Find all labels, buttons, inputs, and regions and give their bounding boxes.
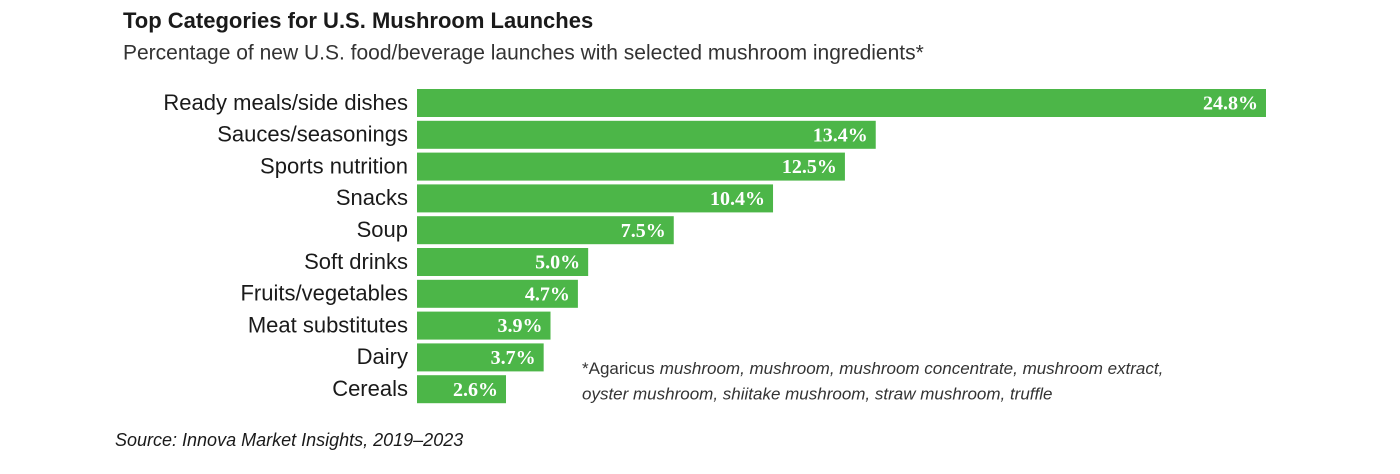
- bar: [417, 311, 551, 340]
- value-label: 12.5%: [782, 156, 837, 178]
- category-label: Snacks: [336, 185, 408, 210]
- footnote-lead: *Agaricus: [582, 359, 655, 378]
- category-label: Sauces/seasonings: [217, 122, 408, 147]
- chart-subtitle: Percentage of new U.S. food/beverage lau…: [123, 42, 924, 65]
- bar: [417, 248, 589, 276]
- footnote-text: oyster mushroom, shiitake mushroom, stra…: [582, 384, 1052, 403]
- value-label: 5.0%: [535, 252, 580, 274]
- bar: [417, 120, 876, 149]
- value-label: 24.8%: [1203, 93, 1258, 115]
- category-label: Ready meals/side dishes: [163, 90, 408, 115]
- category-label: Meat substitutes: [248, 312, 408, 337]
- value-label: 4.7%: [525, 283, 570, 305]
- value-label: 2.6%: [453, 379, 498, 401]
- footnote-text: mushroom, mushroom, mushroom concentrate…: [660, 359, 1164, 378]
- bar: [417, 343, 544, 372]
- bar: [417, 152, 845, 181]
- value-label: 3.9%: [498, 315, 543, 337]
- value-label: 7.5%: [621, 220, 666, 242]
- category-label: Soup: [357, 217, 408, 242]
- bar: [417, 375, 507, 404]
- bar: [417, 279, 578, 308]
- chart-title: Top Categories for U.S. Mushroom Launche…: [123, 8, 593, 33]
- category-label: Fruits/vegetables: [240, 281, 408, 306]
- value-label: 13.4%: [813, 124, 868, 146]
- bar: [417, 184, 774, 213]
- value-label: 10.4%: [710, 188, 765, 210]
- bar: [417, 216, 674, 245]
- category-label: Cereals: [332, 376, 408, 401]
- category-label: Sports nutrition: [260, 153, 408, 178]
- bar: [417, 89, 1266, 117]
- category-label: Dairy: [357, 344, 408, 369]
- value-label: 3.7%: [491, 347, 536, 369]
- footnote: *Agaricus mushroom, mushroom, mushroom co…: [582, 359, 1163, 378]
- category-label: Soft drinks: [304, 249, 408, 274]
- source: Source: Innova Market Insights, 2019–202…: [115, 430, 463, 450]
